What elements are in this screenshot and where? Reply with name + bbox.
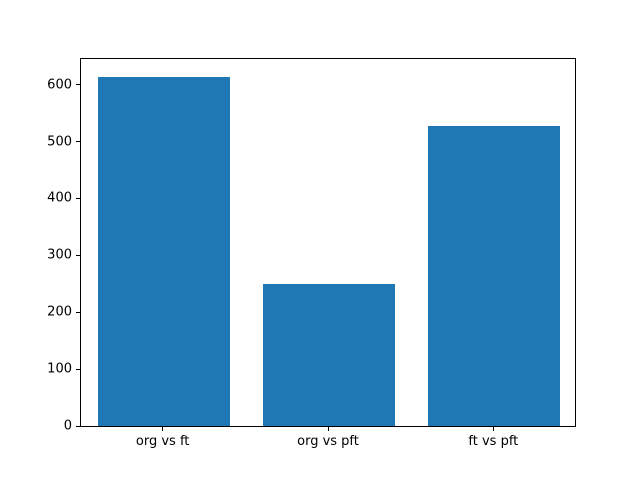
y-tick-label: 600 bbox=[47, 77, 72, 93]
x-tick-mark bbox=[162, 427, 164, 431]
y-tick-mark bbox=[76, 425, 80, 427]
y-tick-mark bbox=[76, 311, 80, 313]
bar-org-vs-ft bbox=[97, 76, 230, 426]
y-tick-label: 200 bbox=[47, 304, 72, 320]
y-tick-label: 400 bbox=[47, 190, 72, 206]
y-tick-mark bbox=[76, 197, 80, 199]
y-tick-label: 300 bbox=[47, 247, 72, 263]
x-tick-label-ft-vs-pft: ft vs pft bbox=[468, 434, 519, 449]
x-tick-mark bbox=[492, 427, 494, 431]
y-tick-label: 100 bbox=[47, 361, 72, 377]
y-tick-mark bbox=[76, 141, 80, 142]
y-tick-mark bbox=[76, 254, 80, 256]
x-tick-label-org-vs-ft: org vs ft bbox=[135, 434, 190, 449]
y-tick-label: 0 bbox=[63, 418, 72, 434]
x-tick-label-org-vs-pft: org vs pft bbox=[297, 434, 359, 449]
x-tick-mark bbox=[327, 427, 329, 431]
y-tick-mark bbox=[76, 84, 80, 86]
y-tick-label: 500 bbox=[47, 134, 72, 149]
plot-area bbox=[80, 58, 576, 427]
bar-org-vs-pft bbox=[262, 284, 396, 426]
y-tick-mark bbox=[76, 368, 80, 370]
bar-ft-vs-pft bbox=[428, 125, 561, 426]
